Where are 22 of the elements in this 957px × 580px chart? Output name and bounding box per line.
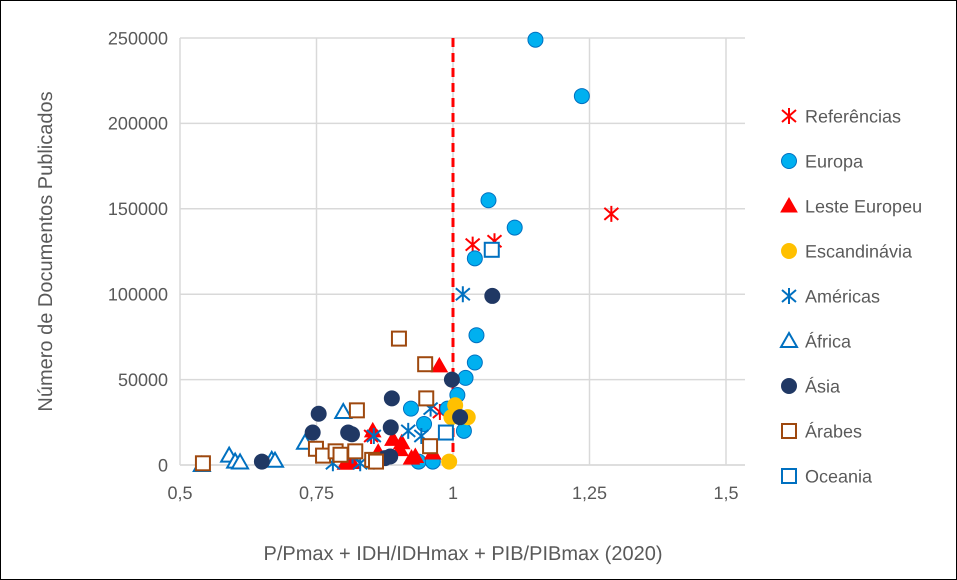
legend-label: África bbox=[805, 331, 852, 352]
x-tick-label: 0,5 bbox=[167, 483, 193, 503]
x-tick-label: 1 bbox=[448, 483, 458, 503]
legend-label: Árabes bbox=[805, 421, 862, 442]
y-tick-label: 50000 bbox=[118, 370, 168, 390]
y-tick-label: 200000 bbox=[108, 114, 168, 134]
y-tick-label: 250000 bbox=[108, 28, 168, 48]
y-tick-label: 0 bbox=[158, 455, 168, 476]
legend-label: Ásia bbox=[805, 376, 842, 396]
y-tick-label: 100000 bbox=[108, 284, 168, 304]
y-axis-title: Número de Documentos Publicados bbox=[35, 91, 57, 412]
legend-label: Europa bbox=[805, 151, 864, 172]
legend-label: Américas bbox=[805, 286, 880, 306]
legend-label: Referências bbox=[805, 106, 902, 126]
y-tick-label: 150000 bbox=[108, 199, 168, 220]
legend-label: Leste Europeu bbox=[805, 196, 922, 216]
x-tick-label: 0,75 bbox=[298, 483, 334, 503]
x-tick-label: 1,5 bbox=[713, 483, 739, 503]
legend-label: Escandinávia bbox=[805, 241, 914, 262]
x-tick-label: 1,25 bbox=[572, 483, 608, 503]
x-axis-title: P/Pmax + IDH/IDHmax + PIB/PIBmax (2020) bbox=[263, 543, 663, 565]
legend-label: Oceania bbox=[805, 466, 874, 486]
